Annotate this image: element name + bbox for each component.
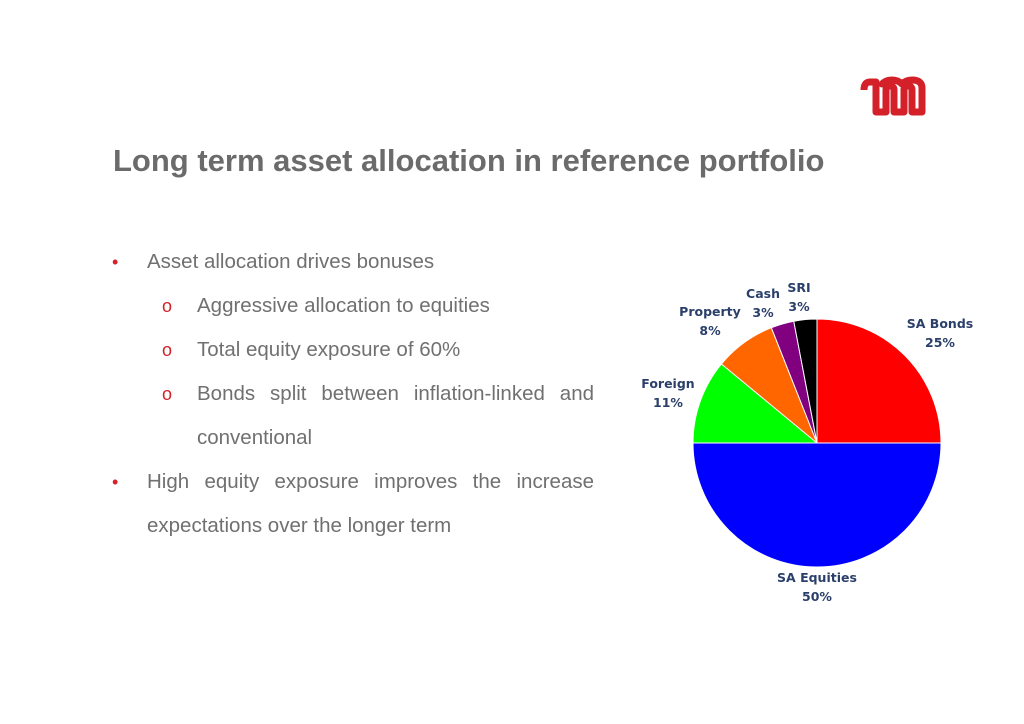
sub-bullet-text: Total equity exposure of 60% — [197, 338, 461, 361]
slice-name-label: SRI — [787, 280, 810, 295]
slice-name-label: Property — [679, 304, 741, 319]
pie-slice-sa-equities — [692, 442, 942, 568]
sub-bullet-marker: o — [162, 384, 173, 404]
bullet-marker: • — [112, 252, 119, 272]
slice-value-label: 8% — [699, 323, 721, 338]
bullet-list: • Asset allocation drives bonuses o Aggr… — [112, 240, 594, 548]
pie-slice-sa-bonds — [816, 318, 942, 444]
pie-slice-foreign — [692, 363, 819, 444]
sub-bullet-marker: o — [162, 296, 173, 316]
slice-value-label: 3% — [788, 299, 810, 314]
sub-bullet-text: Aggressive allocation to equities — [197, 294, 490, 317]
sub-bullet-text: Bonds split between inflation-linked and… — [197, 382, 594, 449]
bullet-item: • High equity exposure improves the incr… — [112, 460, 594, 548]
sub-bullet-marker: o — [162, 340, 173, 360]
slice-value-label: 50% — [802, 589, 832, 604]
slice-name-label: Foreign — [641, 376, 694, 391]
sub-bullet-item: o Aggressive allocation to equities — [112, 284, 594, 328]
slice-name-label: SA Bonds — [907, 316, 973, 331]
bullet-marker: • — [112, 472, 119, 492]
sub-bullet-item: o Bonds split between inflation-linked a… — [112, 372, 594, 460]
asset-allocation-pie-chart: SA Bonds 25% SA Equities 50% Foreign 11% Prope… — [641, 280, 973, 604]
m-logo-icon — [860, 76, 926, 116]
slide-title: Long term asset allocation in reference … — [113, 143, 825, 178]
slice-name-label: SA Equities — [777, 570, 857, 585]
bullet-text: High equity exposure improves the increa… — [147, 470, 594, 537]
bullet-text: Asset allocation drives bonuses — [147, 250, 435, 273]
bullet-item: • Asset allocation drives bonuses — [112, 240, 594, 284]
slice-value-label: 11% — [653, 395, 683, 410]
slice-value-label: 3% — [752, 305, 774, 320]
slice-value-label: 25% — [925, 335, 955, 350]
slice-name-label: Cash — [746, 286, 780, 301]
pie-slice-sri — [793, 318, 818, 444]
sub-bullet-item: o Total equity exposure of 60% — [112, 328, 594, 372]
